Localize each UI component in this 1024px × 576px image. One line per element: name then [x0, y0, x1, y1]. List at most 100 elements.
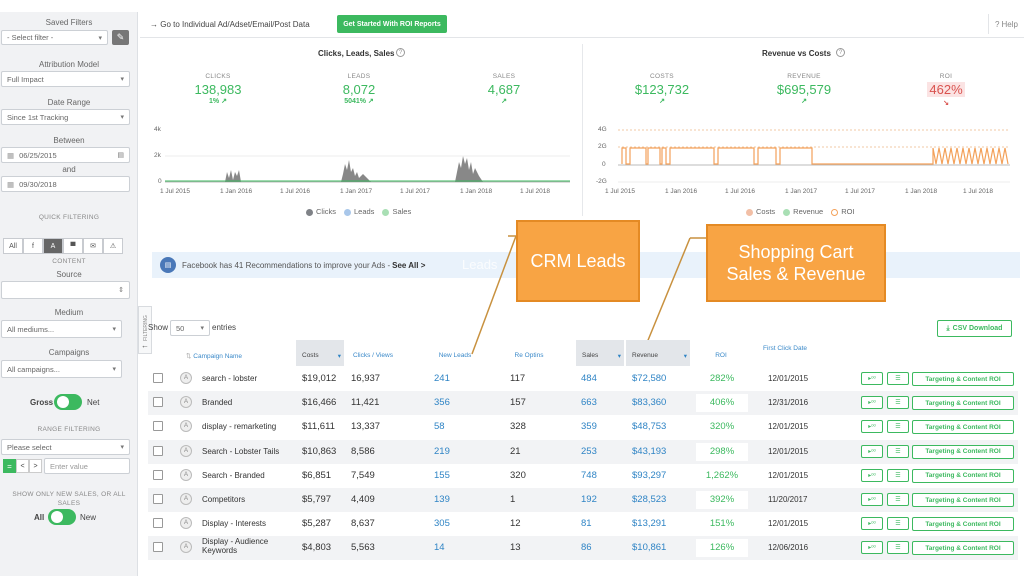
range-equal-button[interactable]: = [3, 459, 16, 473]
sales-cell[interactable]: 253 [581, 445, 597, 457]
campaign-name[interactable]: Display - Audience Keywords [202, 537, 269, 556]
targeting-content-roi-button[interactable]: Targeting & Content ROI [912, 420, 1014, 435]
table-row[interactable]: A Display - Audience Keywords $4,803 5,563 1… [148, 536, 1018, 561]
sales-cell[interactable]: 359 [581, 421, 597, 433]
report-icon[interactable]: ☰ [887, 396, 909, 410]
date-range-select[interactable]: Since 1st Tracking ▾ [1, 109, 130, 125]
legend-roi[interactable]: ROI [831, 207, 855, 216]
filtering-tab[interactable]: FILTERING ← [138, 306, 152, 354]
report-icon[interactable]: ☰ [887, 541, 909, 555]
range-select[interactable]: Please select ▾ [1, 439, 130, 455]
table-row[interactable]: A Search - Branded $6,851 7,549 155 320 748 $93… [148, 464, 1018, 488]
detail-icon[interactable]: ▸ᵒᵒ [861, 468, 883, 482]
date-to-input[interactable]: ▦ 09/30/2018 [1, 176, 130, 192]
revenue-cell[interactable]: $93,297 [632, 469, 667, 481]
sales-cell[interactable]: 748 [581, 469, 597, 481]
targeting-content-roi-button[interactable]: Targeting & Content ROI [912, 468, 1014, 483]
quick-filter-facebook[interactable]: f [23, 238, 43, 254]
legend-costs[interactable]: Costs [746, 207, 775, 216]
header-sales[interactable]: Sales ▾ [576, 340, 624, 366]
detail-icon[interactable]: ▸ᵒᵒ [861, 420, 883, 434]
report-icon[interactable]: ☰ [887, 420, 909, 434]
detail-icon[interactable]: ▸ᵒᵒ [861, 493, 883, 506]
saved-filter-select[interactable]: - Select filter - ▾ [1, 30, 108, 45]
detail-icon[interactable]: ▸ᵒᵒ [861, 372, 883, 385]
detail-icon[interactable]: ▸ᵒᵒ [861, 517, 883, 531]
campaign-name[interactable]: Branded [202, 398, 233, 408]
sales-cell[interactable]: 81 [581, 518, 592, 530]
all-new-toggle[interactable] [48, 509, 76, 525]
revenue-cell[interactable]: $48,753 [632, 421, 667, 433]
campaign-name[interactable]: display - remarketing [202, 422, 277, 432]
header-first-click-date[interactable]: First Click Date [762, 345, 808, 352]
gross-net-toggle[interactable] [54, 394, 82, 410]
source-input[interactable]: ⇕ [1, 281, 130, 299]
campaigns-select[interactable]: All campaigns... ▾ [1, 360, 122, 378]
revenue-cell[interactable]: $83,360 [632, 397, 667, 409]
targeting-content-roi-button[interactable]: Targeting & Content ROI [912, 444, 1014, 459]
leads-cell[interactable]: 241 [434, 373, 450, 384]
entries-select[interactable]: 50 ▾ [170, 320, 210, 336]
leads-cell[interactable]: 58 [434, 421, 445, 433]
leads-cell[interactable]: 14 [434, 542, 445, 554]
legend-clicks[interactable]: Clicks [306, 207, 336, 216]
report-icon[interactable]: ☰ [887, 372, 909, 385]
legend-leads[interactable]: Leads [344, 207, 374, 216]
campaign-name[interactable]: Display - Interests [202, 519, 267, 529]
quick-filter-email[interactable]: ✉ [83, 238, 103, 254]
attribution-select[interactable]: Full Impact ▾ [1, 71, 130, 87]
row-checkbox[interactable] [153, 373, 163, 383]
revenue-cell[interactable]: $43,193 [632, 445, 667, 457]
targeting-content-roi-button[interactable]: Targeting & Content ROI [912, 541, 1014, 556]
revenue-cell[interactable]: $28,523 [632, 494, 667, 505]
csv-download-button[interactable]: ⤓ CSV Download [937, 320, 1012, 337]
date-from-input[interactable]: ▦ 06/25/2015 ▤ [1, 147, 130, 163]
row-checkbox[interactable] [153, 469, 163, 480]
report-icon[interactable]: ☰ [887, 493, 909, 506]
report-icon[interactable]: ☰ [887, 517, 909, 531]
targeting-content-roi-button[interactable]: Targeting & Content ROI [912, 517, 1014, 532]
calendar-picker-icon[interactable]: ▤ [117, 152, 124, 159]
detail-icon[interactable]: ▸ᵒᵒ [861, 541, 883, 555]
row-checkbox[interactable] [153, 518, 163, 529]
quick-filter-adwords[interactable]: A [43, 238, 63, 254]
leads-cell[interactable]: 139 [434, 494, 450, 505]
edit-filter-button[interactable]: ✎ [112, 30, 129, 45]
roi-reports-button[interactable]: Get Started With ROI Reports [337, 15, 447, 33]
quick-filter-all[interactable]: All [3, 238, 23, 254]
table-row[interactable]: A Search - Lobster Tails $10,863 8,586 219 21… [148, 439, 1018, 464]
header-roi[interactable]: ROI [715, 352, 727, 359]
report-icon[interactable]: ☰ [887, 444, 909, 458]
header-clicks-views[interactable]: Clicks / Views [353, 352, 393, 359]
help-button[interactable]: ? Help [988, 14, 1024, 34]
row-checkbox[interactable] [153, 397, 163, 408]
quick-filter-warning[interactable]: ⚠ [103, 238, 123, 254]
range-value-input[interactable]: Enter value [44, 458, 130, 474]
range-less-button[interactable]: < [16, 459, 29, 473]
legend-revenue[interactable]: Revenue [783, 207, 823, 216]
medium-select[interactable]: All mediums... ▾ [1, 320, 122, 338]
campaign-name[interactable]: Competitors [202, 495, 246, 504]
leads-cell[interactable]: 219 [434, 445, 450, 457]
legend-sales[interactable]: Sales [382, 207, 411, 216]
revenue-cell[interactable]: $13,291 [632, 518, 667, 530]
row-checkbox[interactable] [153, 494, 163, 504]
detail-icon[interactable]: ▸ᵒᵒ [861, 396, 883, 410]
targeting-content-roi-button[interactable]: Targeting & Content ROI [912, 396, 1014, 411]
row-checkbox[interactable] [153, 421, 163, 432]
range-greater-button[interactable]: > [29, 459, 42, 473]
row-checkbox[interactable] [153, 445, 163, 456]
report-icon[interactable]: ☰ [887, 468, 909, 482]
table-row[interactable]: A Competitors $5,797 4,409 139 1 192 $28,523 392… [148, 488, 1018, 512]
header-revenue[interactable]: Revenue ▾ [626, 340, 690, 366]
campaign-name[interactable]: Search - Branded [202, 470, 265, 480]
see-all-link[interactable]: See All > [392, 260, 426, 270]
header-campaign-name[interactable]: ⇅ Campaign Name [186, 353, 243, 360]
leads-cell[interactable]: 305 [434, 518, 450, 530]
header-new-leads[interactable]: New Leads [438, 352, 472, 359]
campaign-name[interactable]: Search - Lobster Tails [202, 446, 280, 456]
quick-filter-display[interactable]: ▀ [63, 238, 83, 254]
row-checkbox[interactable] [153, 542, 163, 553]
